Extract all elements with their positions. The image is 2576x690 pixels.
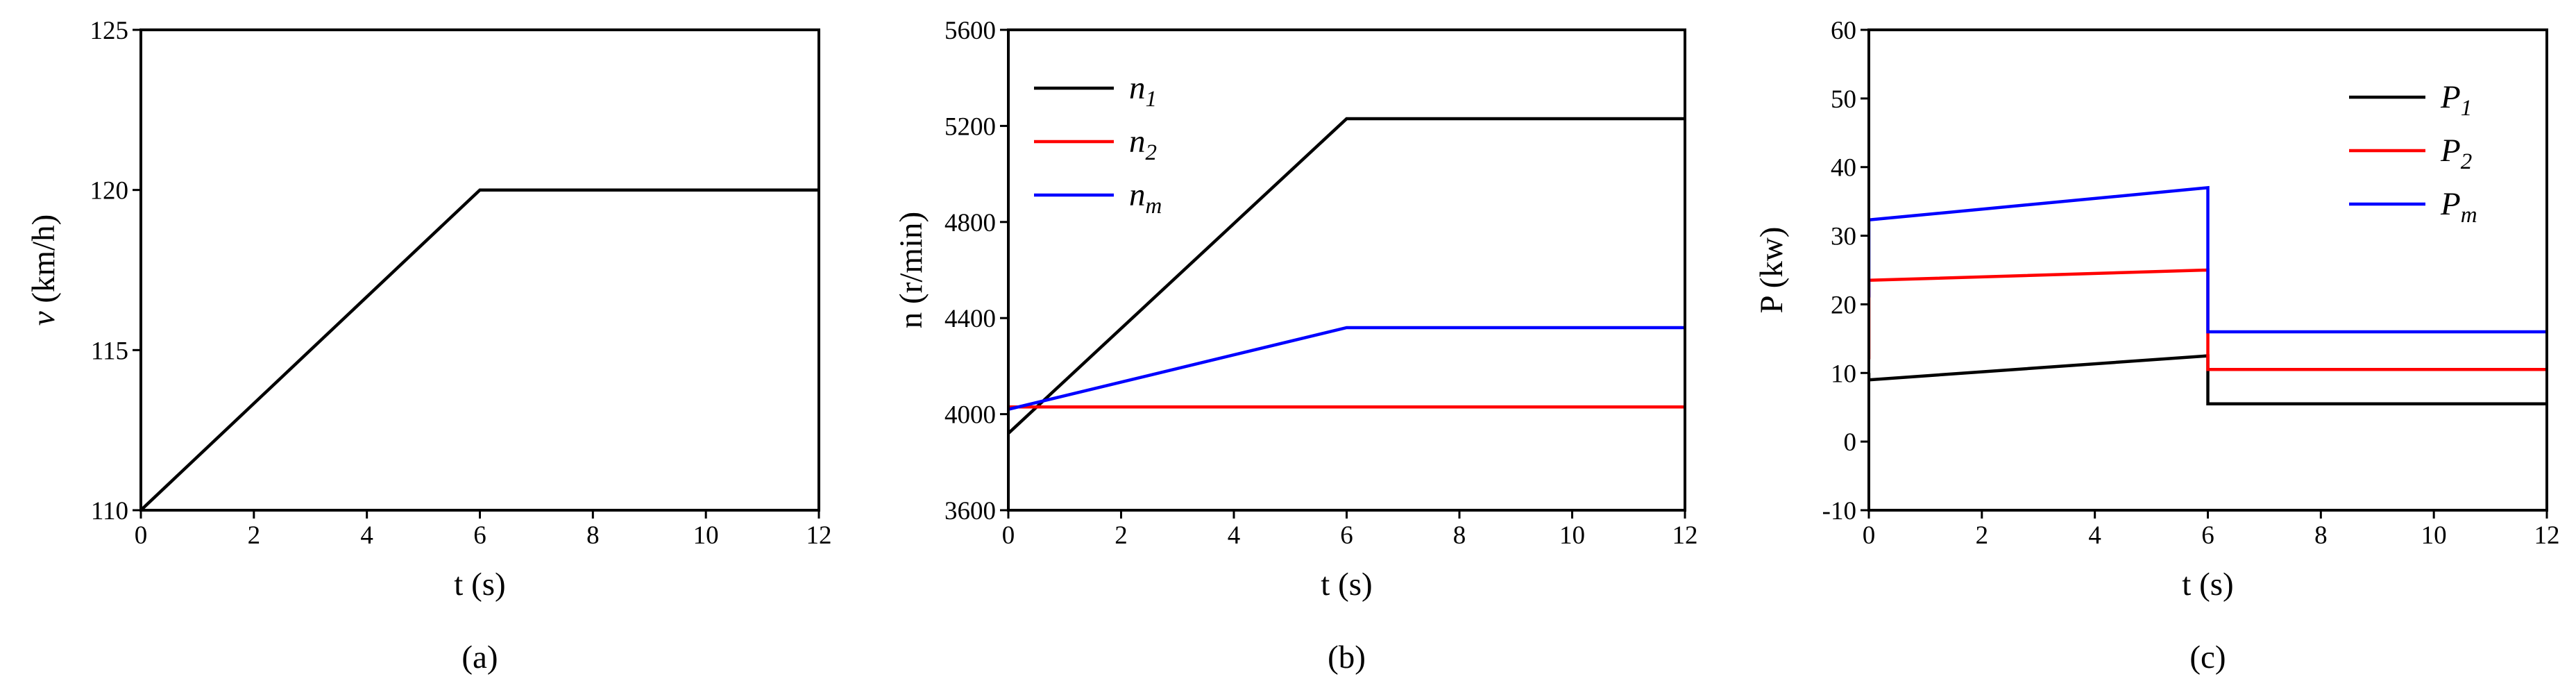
- y-tick-label: 4400: [944, 305, 996, 333]
- y-tick-label: 5200: [944, 112, 996, 141]
- chart-panel-1: 0 2 4 6 8 10 12 110 115 120 125 t (s) v (km/h) (a): [26, 17, 832, 675]
- x-tick-label: 8: [2314, 521, 2328, 550]
- x-axis-label: t (s): [2182, 566, 2233, 603]
- x-tick-label: 8: [1453, 521, 1466, 550]
- series-line-1: [1008, 117, 1685, 435]
- y-tick-label: 5600: [944, 17, 996, 45]
- y-tick-label: 30: [1831, 223, 1856, 251]
- panel-caption: (c): [2189, 639, 2226, 675]
- y-tick-label: 0: [1844, 428, 1857, 457]
- x-tick-label: 12: [1672, 521, 1698, 550]
- x-tick-label: 4: [2088, 521, 2101, 550]
- legend: P1 P2 Pm: [2349, 79, 2477, 228]
- y-tick-label: 110: [91, 497, 128, 525]
- x-tick-label: 0: [135, 521, 148, 550]
- series-line-1: [141, 188, 819, 510]
- series-line-3: [1869, 185, 2547, 334]
- y-tick-label: 125: [90, 17, 129, 45]
- y-tick-label: 4800: [944, 209, 996, 237]
- y-tick-label: 50: [1831, 85, 1856, 114]
- series-line-3: [1008, 326, 1685, 411]
- y-tick-label: 60: [1831, 17, 1856, 45]
- y-axis-label: P (kw): [1754, 227, 1790, 314]
- y-axis-label: n (r/min): [893, 212, 929, 328]
- x-tick-label: 6: [473, 521, 486, 550]
- x-tick-label: 4: [1228, 521, 1241, 550]
- y-tick-label: 3600: [944, 497, 996, 525]
- x-tick-label: 2: [1115, 521, 1128, 550]
- y-tick-label: 40: [1831, 154, 1856, 183]
- x-axis-label: t (s): [1321, 566, 1372, 603]
- y-tick-label: 10: [1831, 360, 1856, 388]
- y-tick-label: -10: [1822, 497, 1856, 525]
- chart-panel-2: 0 2 4 6 8 10 12 3600 4000 4400 4800 5200 5600 t (s) n …: [893, 17, 1698, 675]
- x-tick-label: 0: [1002, 521, 1015, 550]
- panel-caption: (a): [461, 639, 498, 675]
- y-tick-label: 4000: [944, 401, 996, 430]
- plot-frame: [139, 28, 820, 512]
- x-tick-label: 6: [2201, 521, 2214, 550]
- legend-label: P1: [2440, 79, 2472, 121]
- x-tick-label: 2: [248, 521, 261, 550]
- x-tick-label: 10: [2421, 521, 2447, 550]
- legend-label: Pm: [2440, 186, 2477, 228]
- x-tick-label: 6: [1340, 521, 1353, 550]
- y-tick-label: 115: [91, 337, 128, 365]
- panel-caption: (b): [1328, 639, 1366, 675]
- legend-label: nm: [1129, 177, 1162, 219]
- x-tick-label: 4: [360, 521, 373, 550]
- y-tick-label: 20: [1831, 291, 1856, 319]
- legend-label: n1: [1129, 70, 1157, 112]
- plot-frame: [1007, 28, 1686, 512]
- x-tick-label: 2: [1976, 521, 1989, 550]
- x-tick-label: 8: [586, 521, 600, 550]
- y-axis-label: v (km/h): [26, 214, 62, 326]
- x-tick-label: 0: [1863, 521, 1876, 550]
- x-tick-label: 12: [2534, 521, 2560, 550]
- legend-label: P2: [2440, 133, 2472, 174]
- x-tick-label: 10: [693, 521, 719, 550]
- legend-label: n2: [1129, 124, 1157, 165]
- legend: n1 n2 nm: [1034, 70, 1162, 219]
- x-tick-label: 12: [806, 521, 832, 550]
- x-axis-label: t (s): [454, 566, 505, 603]
- y-tick-label: 120: [90, 177, 129, 205]
- x-tick-label: 10: [1559, 521, 1585, 550]
